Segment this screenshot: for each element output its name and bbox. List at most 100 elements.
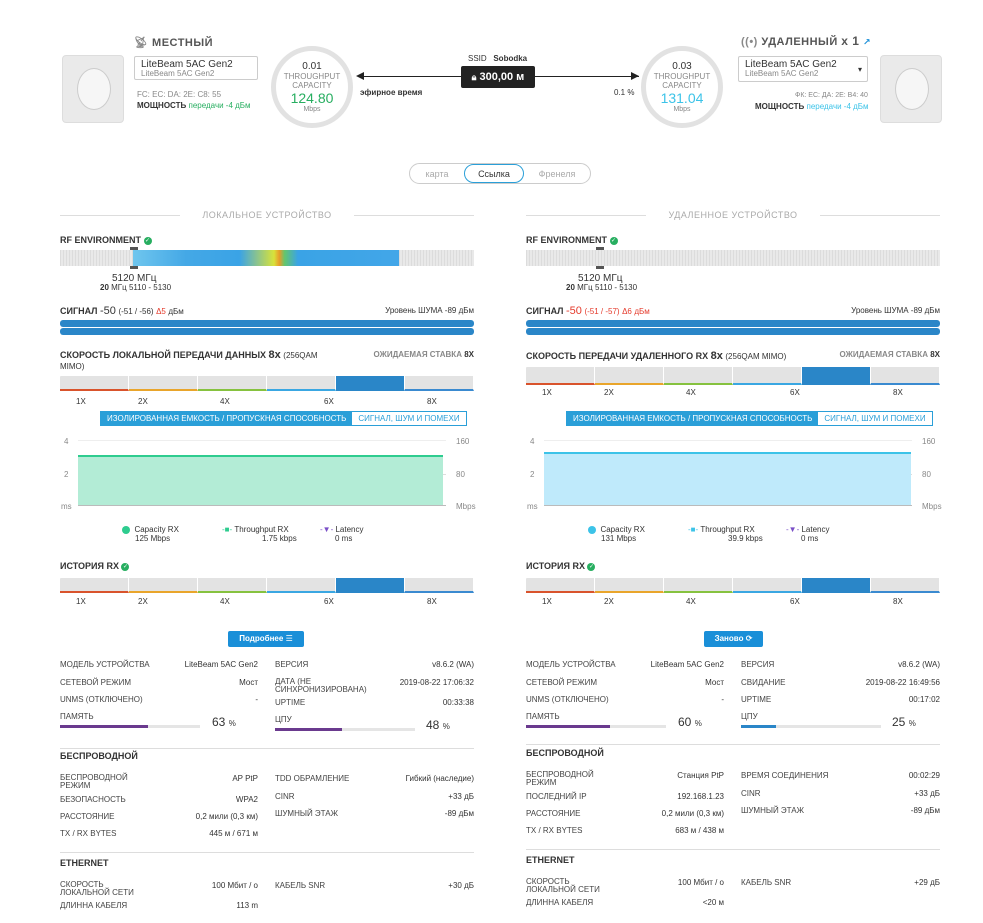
remote-model-value: LiteBeam 5AC Gen2 — [650, 660, 724, 669]
remote-legend-latency[interactable]: -▼- Latency 0 ms — [786, 525, 830, 543]
external-link-icon[interactable]: ↗ — [863, 37, 872, 47]
airtime-value: 0.1 % — [614, 88, 635, 97]
local-cpu-value: 48 % — [426, 718, 450, 732]
local-model-value: LiteBeam 5AC Gen2 — [184, 660, 258, 669]
local-device-image — [62, 55, 124, 123]
local-rf-marker — [130, 247, 138, 250]
local-cpu-bar — [275, 728, 415, 731]
remote-memory-bar — [526, 725, 666, 728]
local-ethernet-title: ETHERNET — [60, 858, 109, 868]
local-power: МОЩНОСТЬ передачи -4 дБм — [137, 101, 251, 110]
local-mac: FC: EC: DA: 2E: C8: 55 — [137, 90, 222, 99]
remote-history-scale — [526, 578, 940, 593]
local-rf-title: RF ENVIRONMENT ✓ — [60, 235, 152, 245]
local-column: ЛОКАЛЬНОЕ УСТРОЙСТВО RF ENVIRONMENT ✓ 51… — [60, 210, 476, 910]
local-capacity: 124.80 — [290, 90, 334, 106]
local-signal-toggle[interactable]: СИГНАЛ, ШУМ И ПОМЕХИ — [352, 412, 466, 425]
remote-legend-throughput[interactable]: -■- Throughput RX 39.9 kbps — [688, 525, 763, 543]
local-version-value: v8.6.2 (WA) — [432, 660, 474, 669]
local-throughput: 0.01 — [302, 61, 322, 72]
local-rf-band — [133, 250, 399, 266]
local-history-title: ИСТОРИЯ RX ✓ — [60, 561, 130, 571]
remote-model-sub: LiteBeam 5AC Gen2 — [745, 69, 819, 78]
remote-cpu-value: 25 % — [892, 715, 916, 729]
remote-ethernet-title: ETHERNET — [526, 855, 575, 865]
local-freq-range: 20 МГц 5110 - 5130 — [100, 283, 172, 292]
remote-model: LiteBeam 5AC Gen2 — [745, 59, 837, 70]
local-noise: Уровень ШУМА -89 дБм — [385, 306, 474, 315]
link-arrow-right — [631, 72, 639, 80]
remote-cpu-bar — [741, 725, 881, 728]
list-icon: ☰ — [285, 634, 293, 643]
remote-capacity-toggle[interactable]: ИЗОЛИРОВАННАЯ ЕМКОСТЬ / ПРОПУСКНАЯ СПОСО… — [567, 412, 819, 425]
remote-capacity-area — [544, 452, 911, 505]
local-legend-throughput[interactable]: -■- Throughput RX 1.75 kbps — [222, 525, 297, 543]
remote-throughput: 0.03 — [672, 61, 692, 72]
remote-mac: ФК: ЕС: ДА: 2Е: В4: 40 — [795, 92, 868, 99]
remote-device-image — [880, 55, 942, 123]
remote-signal: СИГНАЛ -50 (-51 / -57) Δ6 дБм — [526, 305, 650, 317]
local-signal-bar-0 — [60, 320, 474, 327]
remote-throughput-gauge: 0.03 THROUGHPUT CAPACITY 131.04 Mbps — [641, 46, 723, 128]
remote-signal-bar-0 — [526, 320, 940, 327]
local-model: LiteBeam 5AC Gen2 — [141, 59, 233, 70]
chevron-down-icon: ▾ — [857, 65, 862, 74]
tab-fresnel[interactable]: Френеля — [538, 168, 576, 179]
remote-history-title: ИСТОРИЯ RX ✓ — [526, 561, 596, 571]
remote-legend-capacity[interactable]: Capacity RX 131 Mbps — [588, 525, 645, 543]
local-wireless-title: БЕСПРОВОДНОЙ — [60, 751, 138, 761]
local-throughput-gauge: 0.01 THROUGHPUT CAPACITY 124.80 Mbps — [271, 46, 353, 128]
refresh-icon: ⟳ — [745, 634, 753, 643]
broadcast-icon: ((•) — [741, 36, 758, 48]
remote-rate-scale — [526, 367, 940, 385]
local-expected: ОЖИДАЕМАЯ СТАВКА 8X — [373, 350, 474, 359]
local-title: 📡︎ МЕСТНЫЙ — [134, 37, 214, 49]
local-legend-latency[interactable]: -▼- Latency 0 ms — [320, 525, 364, 543]
remote-rf-marker — [596, 247, 604, 250]
remote-freq-range: 20 МГц 5110 - 5130 — [566, 283, 638, 292]
remote-section-title: УДАЛЕННОЕ УСТРОЙСТВО — [526, 210, 940, 220]
check-icon: ✓ — [121, 562, 130, 571]
remote-expected: ОЖИДАЕМАЯ СТАВКА 8X — [839, 350, 940, 359]
local-memory-bar — [60, 725, 200, 728]
remote-rf-spectrum[interactable] — [526, 250, 940, 266]
remote-chart-toggle: ИЗОЛИРОВАННАЯ ЕМКОСТЬ / ПРОПУСКНАЯ СПОСО… — [566, 411, 933, 426]
local-legend-capacity[interactable]: Capacity RX 125 Mbps — [122, 525, 179, 543]
local-freq: 5120 МГц — [112, 273, 157, 284]
remote-capacity: 131.04 — [660, 90, 704, 106]
remote-model-select[interactable]: LiteBeam 5AC Gen2 LiteBeam 5AC Gen2 ▾ — [738, 56, 868, 82]
local-signal: СИГНАЛ -50 (-51 / -56) Δ5 дБм — [60, 305, 184, 317]
remote-memory-value: 60 % — [678, 715, 702, 729]
local-signal-bar-1 — [60, 328, 474, 335]
details-button[interactable]: Подробнее ☰ — [228, 631, 304, 647]
remote-last-ip-link[interactable]: 192.168.1.23 — [677, 792, 724, 801]
remote-column: УДАЛЕННОЕ УСТРОЙСТВО RF ENVIRONMENT ✓ 51… — [526, 210, 942, 907]
check-icon: ✓ — [587, 562, 596, 571]
remote-rf-title: RF ENVIRONMENT ✓ — [526, 235, 618, 245]
remote-signal-bar-1 — [526, 328, 940, 335]
remote-freq: 5120 МГц — [578, 273, 623, 284]
check-icon: ✓ — [143, 236, 152, 245]
refresh-button[interactable]: Заново ⟳ — [704, 631, 763, 647]
local-rate-title: СКОРОСТЬ ЛОКАЛЬНОЙ ПЕРЕДАЧИ ДАННЫХ 8x (2… — [60, 349, 318, 372]
local-model-sub: LiteBeam 5AC Gen2 — [141, 69, 215, 78]
view-tabs: карта Ссылка Френеля — [409, 163, 591, 184]
remote-rate-title: СКОРОСТЬ ПЕРЕДАЧИ УДАЛЕННОГО RX 8x (256Q… — [526, 350, 787, 362]
distance-badge: 🔒︎ 300,00 м — [461, 66, 535, 88]
lock-icon: 🔒︎ — [471, 71, 477, 82]
ssid: SSID Sobodka — [468, 54, 528, 63]
local-memory-value: 63 % — [212, 715, 236, 729]
link-arrow-left — [356, 72, 364, 80]
local-capacity-toggle[interactable]: ИЗОЛИРОВАННАЯ ЕМКОСТЬ / ПРОПУСКНАЯ СПОСО… — [101, 412, 353, 425]
remote-signal-toggle[interactable]: СИГНАЛ, ШУМ И ПОМЕХИ — [818, 412, 932, 425]
local-section-title: ЛОКАЛЬНОЕ УСТРОЙСТВО — [60, 210, 474, 220]
tab-link[interactable]: Ссылка — [464, 164, 524, 183]
local-model-box: LiteBeam 5AC Gen2 LiteBeam 5AC Gen2 — [134, 56, 258, 80]
local-history-scale — [60, 578, 474, 593]
remote-power: МОЩНОСТЬ передачи -4 дБм — [755, 102, 869, 111]
remote-title: ((•) УДАЛЕННЫЙ x 1 ↗ — [741, 34, 872, 48]
tab-map[interactable]: карта — [425, 168, 449, 179]
local-chart-toggle: ИЗОЛИРОВАННАЯ ЕМКОСТЬ / ПРОПУСКНАЯ СПОСО… — [100, 411, 467, 426]
local-capacity-area — [78, 455, 443, 505]
remote-wireless-title: БЕСПРОВОДНОЙ — [526, 748, 604, 758]
